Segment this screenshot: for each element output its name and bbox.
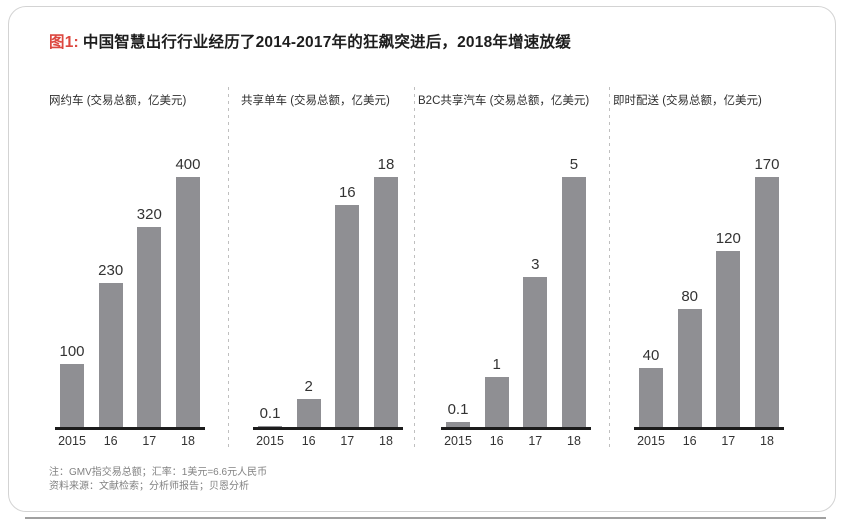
x-tick-label: 18 xyxy=(760,434,774,448)
x-tick-label: 18 xyxy=(181,434,195,448)
bar-value-label: 170 xyxy=(754,156,780,173)
footnotes: 注：GMV指交易总额；汇率：1美元=6.6元人民币 资料来源：文献检索；分析师报… xyxy=(49,466,829,494)
chart-title: 即时配送 (交易总额，亿美元) xyxy=(613,95,762,107)
bottom-divider xyxy=(25,517,826,519)
chart-group-b2c-car-sharing: B2C共享汽车 (交易总额，亿美元) 0.1 1 3 5 2015 16 17 18 xyxy=(414,87,609,451)
bar xyxy=(98,283,123,427)
bar xyxy=(639,368,663,427)
bar-value-label: 3 xyxy=(531,256,540,273)
bar-column: 16 xyxy=(334,183,360,427)
x-tick-label: 17 xyxy=(721,434,736,448)
chart-group-ride-hailing: 网约车 (交易总额，亿美元) 100 230 320 400 2015 16 17 18 xyxy=(49,93,228,449)
x-axis-labels: 2015 16 17 18 xyxy=(253,433,403,449)
bar-plot: 40 80 120 170 xyxy=(634,109,784,430)
bar-plot: 0.1 2 16 18 xyxy=(253,109,403,430)
bar xyxy=(484,377,509,427)
bar-column: 0.1 xyxy=(257,404,283,427)
x-tick-label: 17 xyxy=(340,434,355,448)
chart-title: 网约车 (交易总额，亿美元) xyxy=(49,95,187,107)
footnote-note: 注：GMV指交易总额；汇率：1美元=6.6元人民币 xyxy=(49,467,268,478)
footnote-source: 资料来源：文献检索；分析师报告；贝恩分析 xyxy=(49,481,249,492)
bar xyxy=(335,205,360,427)
bar-value-label: 100 xyxy=(59,343,85,360)
chart-title: B2C共享汽车 (交易总额，亿美元) xyxy=(418,95,590,107)
figure-card: 图1: 中国智慧出行行业经历了2014-2017年的狂飙突进后，2018年增速放缓… xyxy=(8,6,836,512)
bar-column: 3 xyxy=(522,255,548,427)
bar-column: 170 xyxy=(754,155,780,427)
bar-value-label: 400 xyxy=(175,156,201,173)
x-tick-label: 17 xyxy=(142,434,157,448)
x-tick-label: 18 xyxy=(379,434,393,448)
x-tick-label: 16 xyxy=(103,434,118,448)
bar xyxy=(137,227,162,427)
x-axis-labels: 2015 16 17 18 xyxy=(441,433,591,449)
x-tick-label: 2015 xyxy=(444,434,472,448)
bar-value-label: 0.1 xyxy=(259,405,281,422)
x-tick-label: 2015 xyxy=(58,434,86,448)
figure-title-text: 中国智慧出行行业经历了2014-2017年的狂飙突进后，2018年增速放缓 xyxy=(82,34,571,51)
bar xyxy=(296,399,321,427)
bar-value-label: 1 xyxy=(492,356,501,373)
x-tick-label: 16 xyxy=(301,434,316,448)
bar xyxy=(754,177,779,427)
bar-column: 0.1 xyxy=(445,400,471,427)
bar-value-label: 16 xyxy=(338,184,356,201)
figure-title: 图1: 中国智慧出行行业经历了2014-2017年的狂飙突进后，2018年增速放缓 xyxy=(49,32,829,54)
bar-column: 230 xyxy=(98,261,124,427)
bar-value-label: 320 xyxy=(136,206,162,223)
x-axis-labels: 2015 16 17 18 xyxy=(55,433,205,449)
bar-column: 120 xyxy=(715,229,741,427)
bar xyxy=(677,309,702,427)
x-tick-label: 17 xyxy=(528,434,543,448)
chart-group-instant-delivery: 即时配送 (交易总额，亿美元) 40 80 120 170 2015 16 17 18 xyxy=(609,87,829,451)
chart-group-bike-sharing: 共享单车 (交易总额，亿美元) 0.1 2 16 18 2015 16 17 18 xyxy=(228,87,414,451)
bar-value-label: 230 xyxy=(98,262,124,279)
x-tick-label: 18 xyxy=(567,434,581,448)
figure-number-label: 图1: xyxy=(49,34,79,51)
bar xyxy=(523,277,548,427)
bar-plot: 0.1 1 3 5 xyxy=(441,109,591,430)
bar-column: 40 xyxy=(638,346,664,427)
bar-value-label: 40 xyxy=(642,347,660,364)
bar-column: 1 xyxy=(484,355,510,427)
bar-column: 80 xyxy=(677,287,703,427)
bar-value-label: 2 xyxy=(304,378,313,395)
bar xyxy=(373,177,398,427)
bar-value-label: 18 xyxy=(377,156,395,173)
bar-plot: 100 230 320 400 xyxy=(55,109,205,430)
bar-value-label: 5 xyxy=(569,156,579,173)
x-tick-label: 2015 xyxy=(256,434,284,448)
x-tick-label: 2015 xyxy=(637,434,665,448)
bar-value-label: 120 xyxy=(715,230,741,247)
bar-column: 18 xyxy=(373,155,399,427)
bar-column: 2 xyxy=(296,377,322,427)
bar xyxy=(446,422,470,427)
bar-column: 100 xyxy=(59,342,85,427)
charts-row: 网约车 (交易总额，亿美元) 100 230 320 400 2015 16 17 18 共… xyxy=(49,87,829,451)
bar xyxy=(258,426,282,427)
x-tick-label: 16 xyxy=(489,434,504,448)
bar xyxy=(561,177,586,427)
bar-column: 320 xyxy=(136,205,162,427)
bar xyxy=(60,364,84,427)
x-axis-labels: 2015 16 17 18 xyxy=(634,433,784,449)
bar-value-label: 80 xyxy=(681,288,698,305)
x-tick-label: 16 xyxy=(682,434,697,448)
bar xyxy=(175,177,200,427)
bar-column: 400 xyxy=(175,155,201,427)
bar xyxy=(716,251,741,427)
chart-title: 共享单车 (交易总额，亿美元) xyxy=(241,95,390,107)
bar-value-label: 0.1 xyxy=(447,401,469,418)
bar-column: 5 xyxy=(561,155,587,427)
